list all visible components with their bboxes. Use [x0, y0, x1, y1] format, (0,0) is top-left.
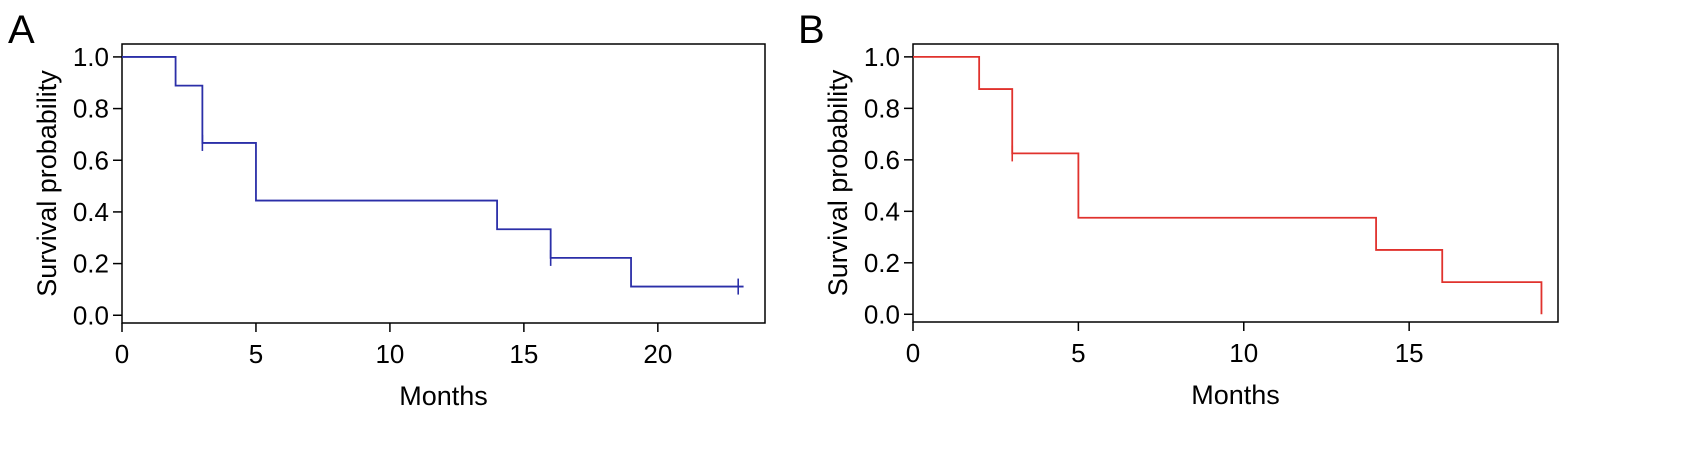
- km-plot-a: 0 5 10 15 20 0.0 0.2 0.4 0.6 0.8 1.0 Months Survival…: [32, 42, 766, 411]
- y-tick-label: 0.6: [73, 145, 109, 175]
- plot-frame: [912, 43, 1559, 323]
- y-tick-label: 0.4: [864, 196, 900, 226]
- y-tick-label: 0.4: [73, 197, 109, 227]
- chart-panel-a: A 0 5 10 15 20 0.0 0.2 0.4 0.6 0.8 1.0 Months Surviv…: [8, 8, 766, 411]
- x-tick-label: 5: [1071, 338, 1085, 368]
- x-tick-label: 0: [115, 339, 129, 369]
- y-axis-label: Survival probability: [823, 69, 853, 296]
- x-tick-label: 10: [375, 339, 404, 369]
- x-tick-label: 20: [643, 339, 672, 369]
- x-axis-label: Months: [399, 381, 488, 411]
- km-plot-b: 0 5 10 15 0.0 0.2 0.4 0.6 0.8 1.0 Months Survival p…: [823, 42, 1559, 410]
- y-tick-label: 0.6: [864, 145, 900, 175]
- y-axis-label: Survival probability: [32, 70, 62, 297]
- survival-curve: [122, 56, 744, 288]
- panel-label: A: [8, 8, 35, 52]
- x-tick-label: 5: [249, 339, 263, 369]
- y-tick-label: 0.8: [864, 93, 900, 123]
- y-tick-label: 0.0: [864, 299, 900, 329]
- y-tick-label: 0.0: [73, 300, 109, 330]
- panel-label: B: [798, 8, 825, 52]
- y-tick-label: 0.2: [864, 248, 900, 278]
- y-tick-label: 0.2: [73, 249, 109, 279]
- x-tick-label: 0: [906, 338, 920, 368]
- x-axis-label: Months: [1191, 380, 1280, 410]
- y-tick-label: 1.0: [864, 42, 900, 72]
- survival-curve: [913, 55, 1543, 315]
- x-tick-label: 10: [1229, 338, 1258, 368]
- y-tick-label: 0.8: [73, 94, 109, 124]
- x-tick-label: 15: [509, 339, 538, 369]
- chart-panel-b: B 0 5 10 15 0.0 0.2 0.4 0.6 0.8 1.0 Months Survival…: [798, 0, 1686, 449]
- x-tick-label: 15: [1395, 338, 1424, 368]
- plot-frame: [121, 43, 766, 324]
- y-tick-label: 1.0: [73, 42, 109, 72]
